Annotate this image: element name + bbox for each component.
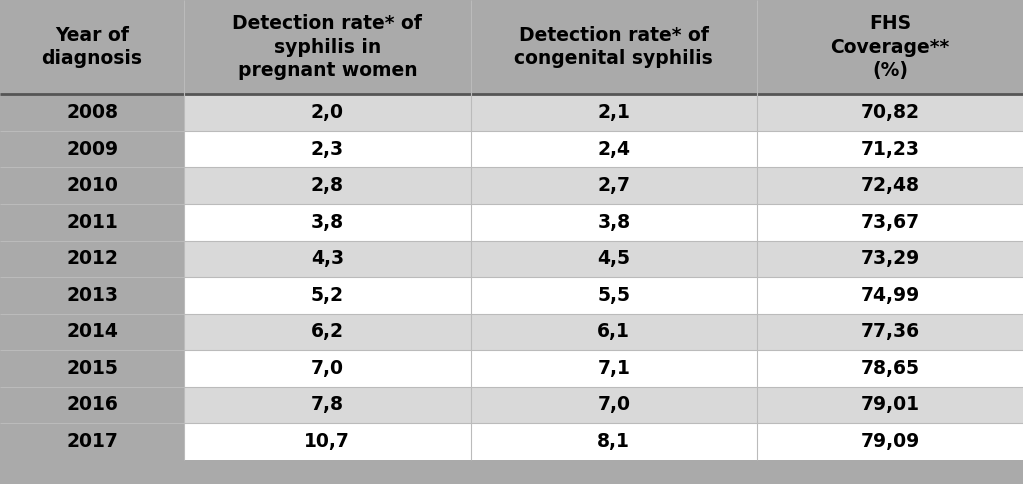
Text: 73,67: 73,67 (860, 213, 920, 232)
Bar (757, 423, 1023, 460)
Bar (0, 94, 184, 131)
Bar (0, 350, 184, 387)
Text: Detection rate* of
syphilis in
pregnant women: Detection rate* of syphilis in pregnant … (232, 14, 422, 80)
Bar (0, 167, 184, 204)
Bar (184, 387, 471, 423)
Text: 6,2: 6,2 (311, 322, 344, 341)
Bar (184, 131, 471, 167)
Bar (0, 314, 184, 350)
Bar (471, 350, 757, 387)
Text: Detection rate* of
congenital syphilis: Detection rate* of congenital syphilis (515, 26, 713, 68)
Text: 6,1: 6,1 (597, 322, 630, 341)
Text: 70,82: 70,82 (860, 103, 920, 122)
Text: FHS
Coverage**
(%): FHS Coverage** (%) (831, 14, 949, 80)
Text: 2,0: 2,0 (311, 103, 344, 122)
Text: 2010: 2010 (66, 176, 118, 195)
Bar (184, 0, 471, 94)
Bar (0, 387, 184, 423)
Bar (471, 94, 757, 131)
Text: 71,23: 71,23 (860, 140, 920, 159)
Bar (0, 241, 184, 277)
Bar (757, 204, 1023, 241)
Bar (471, 167, 757, 204)
Text: 2,7: 2,7 (597, 176, 630, 195)
Text: 4,5: 4,5 (597, 249, 630, 268)
Bar (471, 423, 757, 460)
Text: 7,1: 7,1 (597, 359, 630, 378)
Text: 2013: 2013 (66, 286, 118, 305)
Text: 2016: 2016 (66, 395, 118, 414)
Bar (757, 350, 1023, 387)
Bar (184, 423, 471, 460)
Text: 7,0: 7,0 (597, 395, 630, 414)
Bar (757, 277, 1023, 314)
Text: 2,3: 2,3 (311, 140, 344, 159)
Bar (471, 131, 757, 167)
Text: 79,01: 79,01 (860, 395, 920, 414)
Text: 2,1: 2,1 (597, 103, 630, 122)
Text: 3,8: 3,8 (311, 213, 344, 232)
Bar (184, 204, 471, 241)
Text: 77,36: 77,36 (860, 322, 920, 341)
Bar (471, 0, 757, 94)
Bar (184, 277, 471, 314)
Text: 74,99: 74,99 (860, 286, 920, 305)
Text: Year of
diagnosis: Year of diagnosis (42, 26, 142, 68)
Text: 2011: 2011 (66, 213, 118, 232)
Bar (757, 387, 1023, 423)
Text: 10,7: 10,7 (305, 432, 350, 451)
Bar (757, 167, 1023, 204)
Bar (471, 314, 757, 350)
Bar (471, 241, 757, 277)
Bar (0, 423, 184, 460)
Text: 2017: 2017 (66, 432, 118, 451)
Text: 2,8: 2,8 (311, 176, 344, 195)
Bar (184, 94, 471, 131)
Text: 2015: 2015 (66, 359, 118, 378)
Bar (0, 277, 184, 314)
Bar (471, 277, 757, 314)
Bar (471, 387, 757, 423)
Text: 2,4: 2,4 (597, 140, 630, 159)
Bar (184, 314, 471, 350)
Bar (0, 131, 184, 167)
Bar (757, 314, 1023, 350)
Text: 73,29: 73,29 (860, 249, 920, 268)
Bar (757, 131, 1023, 167)
Text: 5,2: 5,2 (311, 286, 344, 305)
Bar (0, 0, 184, 94)
Text: 2009: 2009 (66, 140, 118, 159)
Bar (471, 204, 757, 241)
Text: 3,8: 3,8 (597, 213, 630, 232)
Text: 72,48: 72,48 (860, 176, 920, 195)
Text: 8,1: 8,1 (597, 432, 630, 451)
Text: 2014: 2014 (66, 322, 118, 341)
Bar (757, 94, 1023, 131)
Text: 78,65: 78,65 (860, 359, 920, 378)
Text: 2008: 2008 (66, 103, 118, 122)
Text: 7,8: 7,8 (311, 395, 344, 414)
Bar (184, 167, 471, 204)
Text: 2012: 2012 (66, 249, 118, 268)
Text: 4,3: 4,3 (311, 249, 344, 268)
Text: 5,5: 5,5 (597, 286, 630, 305)
Text: 79,09: 79,09 (860, 432, 920, 451)
Bar (184, 241, 471, 277)
Text: 7,0: 7,0 (311, 359, 344, 378)
Bar (0, 204, 184, 241)
Bar (184, 350, 471, 387)
Bar (757, 241, 1023, 277)
Bar (757, 0, 1023, 94)
